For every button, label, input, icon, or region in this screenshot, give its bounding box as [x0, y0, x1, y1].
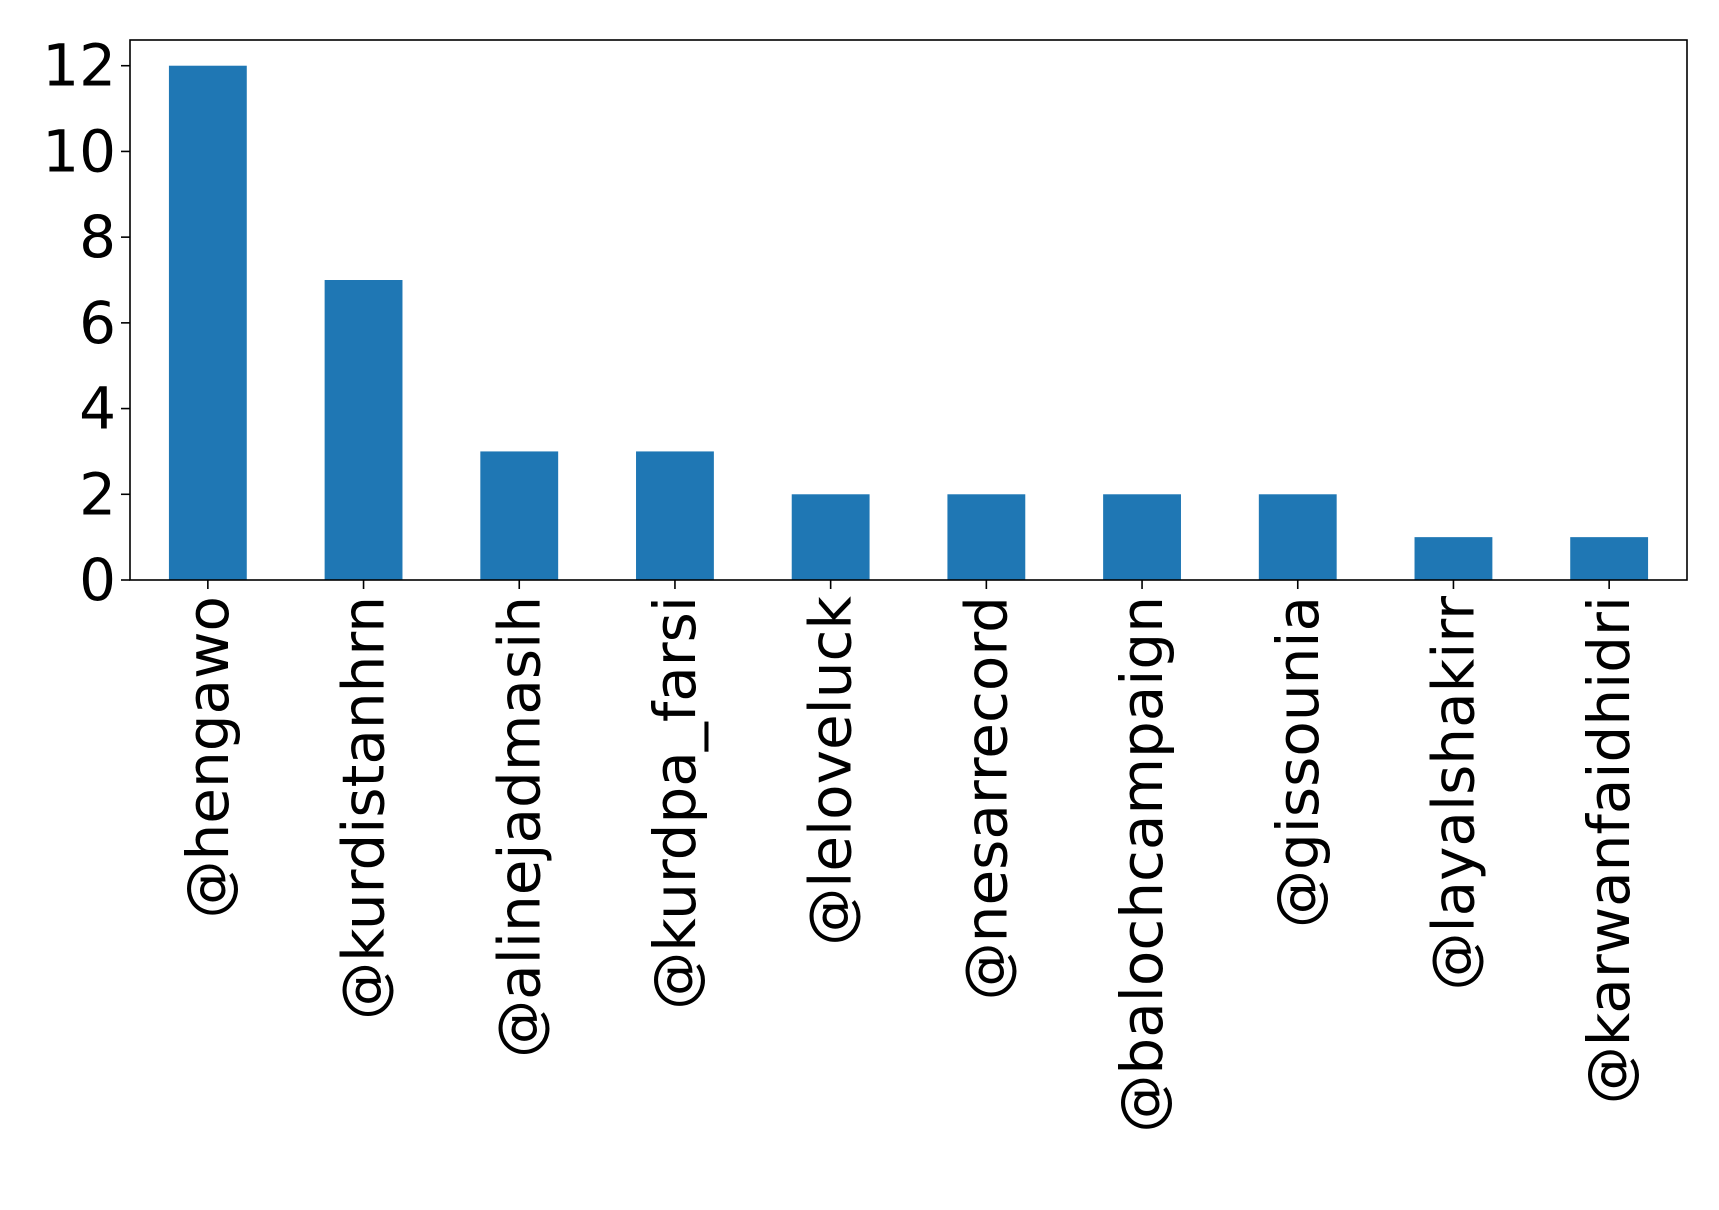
plot-frame — [129, 39, 1688, 581]
bar-karwanfaidhidri — [1570, 537, 1649, 580]
bar-gissounia — [1258, 494, 1337, 580]
x-tick-label: @alinejadmasih — [485, 596, 553, 1058]
bar-kurdistanhrn — [324, 280, 403, 580]
y-tick-label: 8 — [79, 203, 116, 271]
x-tick-label: @hengawo — [174, 596, 242, 918]
y-tick-label: 0 — [79, 546, 116, 614]
x-axis: @hengawo @kurdistanhrn @alinejadmasih @kurd… — [174, 580, 1643, 1133]
y-tick-label: 4 — [79, 375, 116, 443]
x-tick-label: @kurdistanhrn — [330, 596, 398, 1020]
x-tick-label: @leloveluck — [797, 596, 865, 946]
y-axis: 0 2 4 6 8 10 12 — [42, 32, 130, 614]
x-tick-label: @layalshakirr — [1419, 596, 1487, 991]
bar-layalshakirr — [1414, 537, 1493, 580]
x-tick-label: @nesarrecord — [952, 596, 1020, 1000]
x-tick-label: @gissounia — [1264, 596, 1332, 928]
bar-balochcampaign — [1103, 494, 1181, 580]
x-tick-label: @kurdpa_farsi — [641, 596, 709, 1010]
bar-kurdpa_farsi — [636, 451, 714, 580]
y-tick-label: 2 — [79, 460, 116, 528]
bar-hengawo — [168, 65, 247, 580]
x-tick-label: @balochcampaign — [1108, 596, 1176, 1133]
y-tick-label: 6 — [79, 289, 116, 357]
bar-alinejadmasih — [480, 451, 559, 580]
y-tick-label: 12 — [42, 32, 116, 100]
bar-nesarrecord — [947, 494, 1026, 580]
y-tick-label: 10 — [42, 117, 116, 185]
x-tick-label: @karwanfaidhidri — [1575, 596, 1643, 1104]
bar-leloveluck — [791, 494, 870, 580]
bars-layer — [168, 65, 1649, 580]
